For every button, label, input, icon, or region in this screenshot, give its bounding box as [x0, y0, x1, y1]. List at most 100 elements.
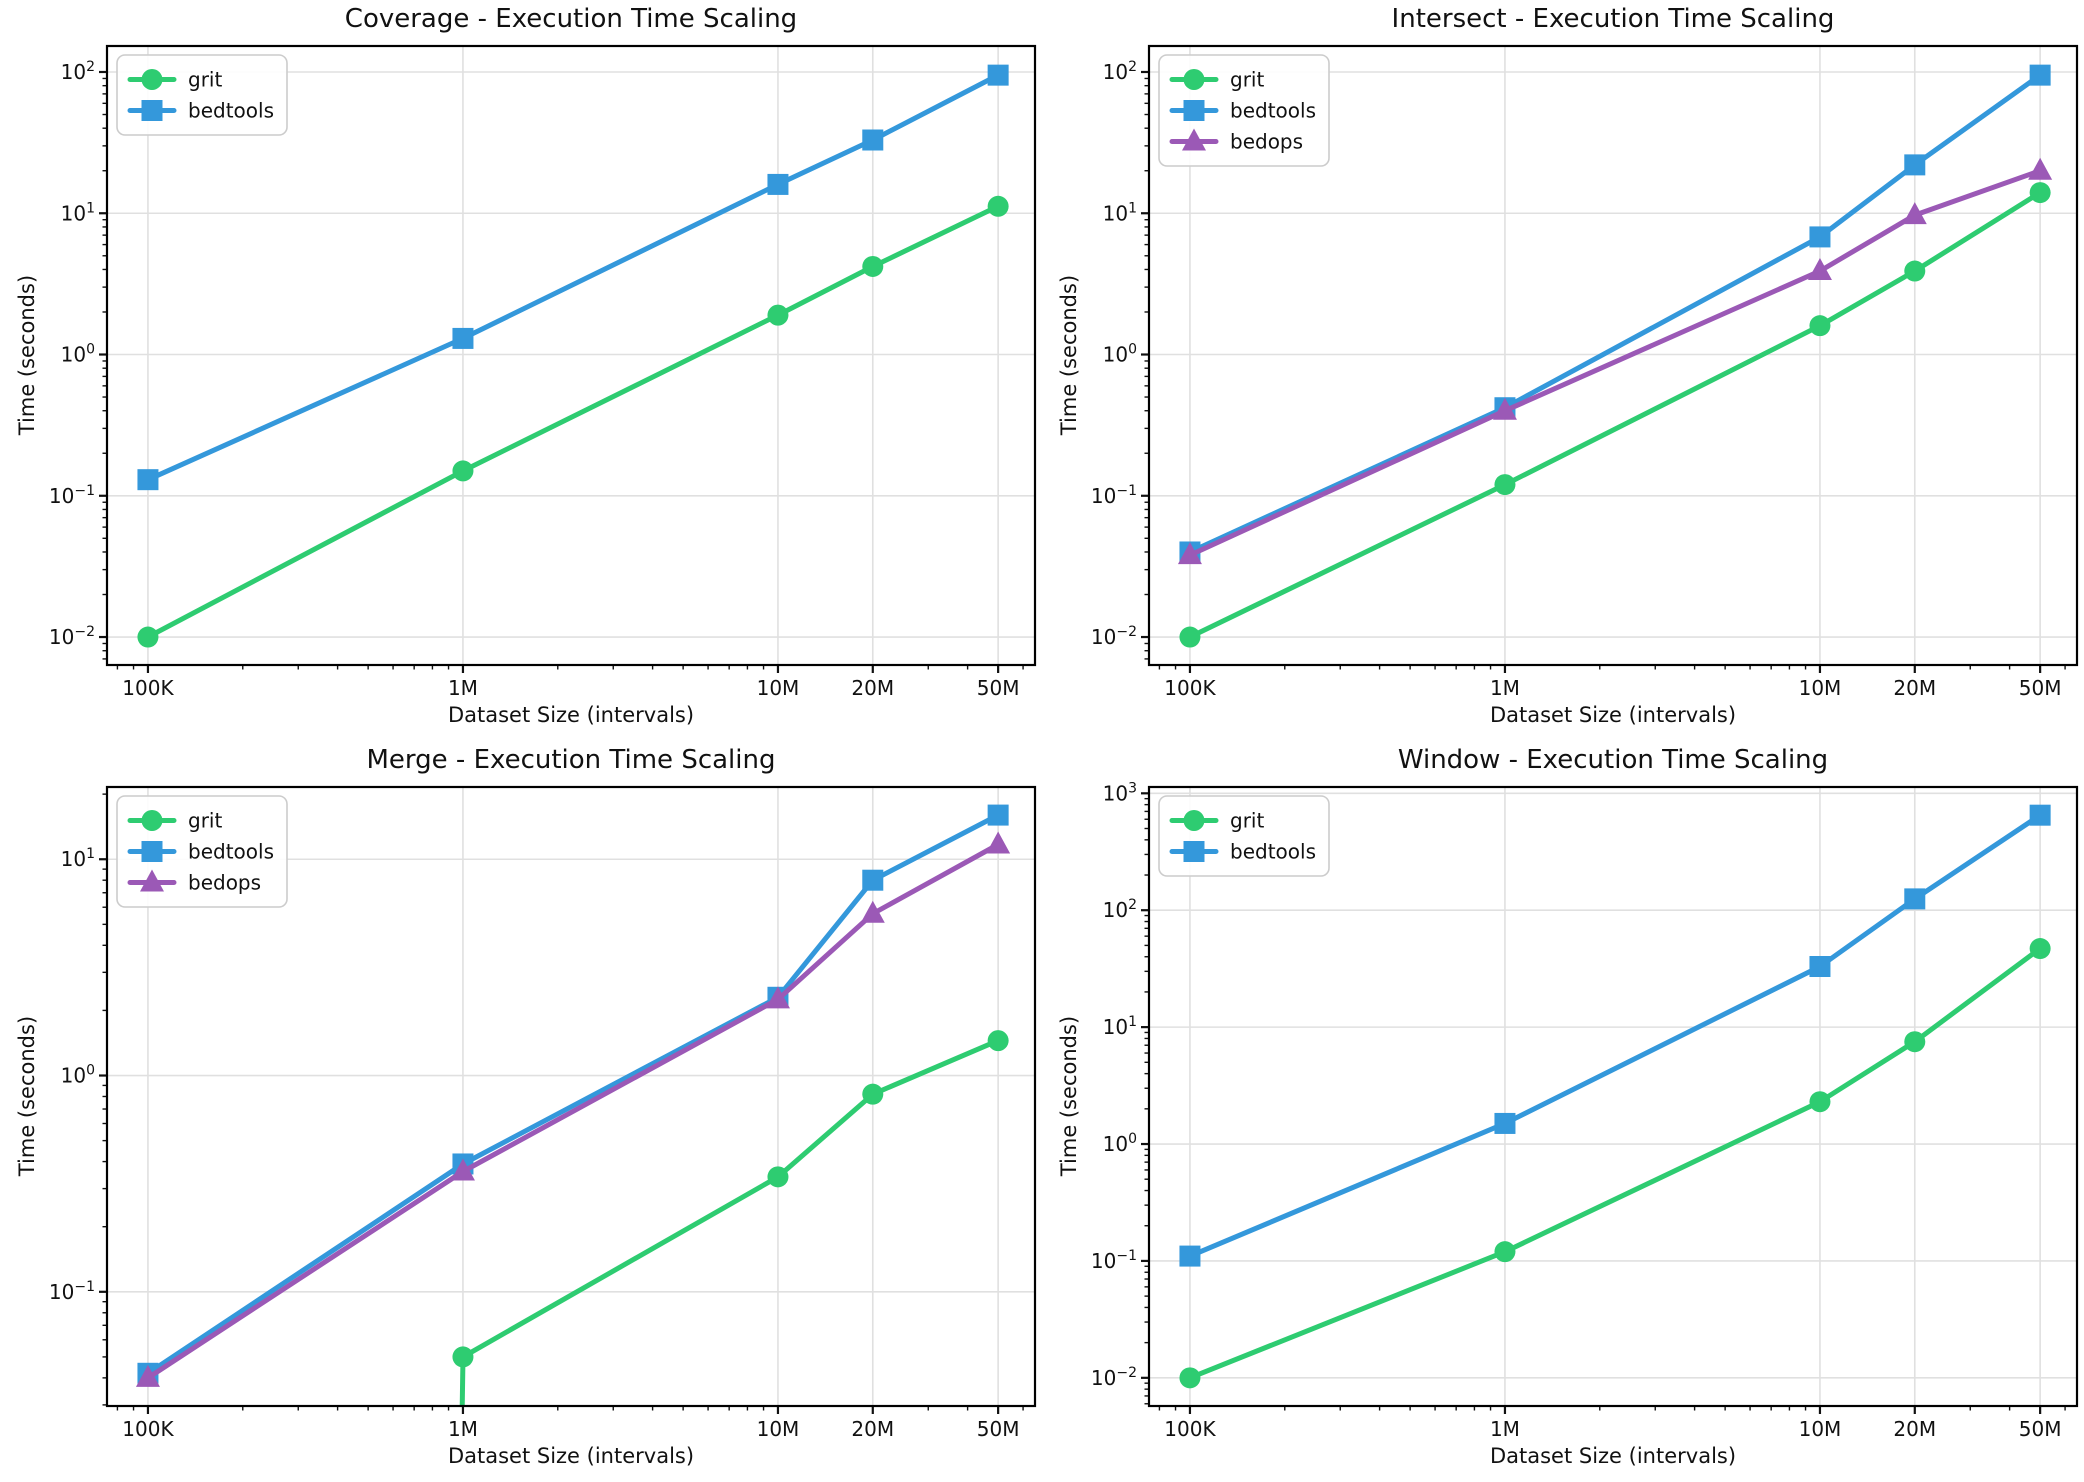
data-point-bedtools [987, 64, 1009, 86]
gridlines [1149, 787, 2077, 1406]
data-point-grit [452, 1346, 474, 1368]
series-grit [1179, 182, 2051, 648]
x-tick-label: 10M [757, 676, 800, 700]
legend-label-bedtools: bedtools [188, 99, 274, 123]
y-tick-label: 103 [1103, 780, 1137, 805]
legend: grit bedtools bedops [116, 795, 288, 908]
legend-marker-grit [141, 810, 163, 831]
legend-marker-bedtools [1183, 841, 1205, 862]
series-grit [452, 1030, 1009, 1406]
series-bedops [135, 831, 1011, 1387]
y-tick-label: 101 [1103, 200, 1137, 225]
chart-window: Window - Execution Time Scaling Time (se… [1042, 741, 2084, 1482]
y-tick-label: 10−1 [1091, 1248, 1137, 1273]
legend-marker-bedtools [1183, 100, 1205, 121]
y-tick-label: 10−1 [49, 1279, 95, 1304]
chart-title: Coverage - Execution Time Scaling [344, 4, 798, 34]
data-point-bedtools [1809, 226, 1831, 248]
y-tick-label: 10−1 [1091, 483, 1137, 508]
data-point-grit [452, 460, 474, 482]
y-tick-label: 10−1 [49, 483, 95, 508]
data-point-grit [1179, 1367, 1201, 1389]
data-point-grit [862, 1083, 884, 1105]
data-point-grit [1494, 474, 1516, 496]
x-tick-label: 100K [1164, 1417, 1216, 1441]
data-point-grit [987, 195, 1009, 217]
plot-background [107, 46, 1035, 665]
x-tick-label: 100K [122, 1417, 174, 1441]
chart-coverage: Coverage - Execution Time Scaling Time (… [0, 0, 1042, 741]
x-tick-label: 20M [1893, 1417, 1936, 1441]
y-tick-label: 100 [1103, 1131, 1137, 1156]
data-point-grit [987, 1030, 1009, 1052]
data-point-grit [137, 626, 159, 648]
y-tick-label: 100 [61, 1063, 95, 1088]
y-tick-label: 100 [1103, 342, 1137, 367]
data-point-bedtools [1904, 888, 1926, 910]
legend-label-bedtools: bedtools [1230, 99, 1316, 123]
y-tick-label: 10−2 [1091, 1365, 1137, 1390]
legend-marker-grit [1183, 69, 1205, 90]
data-point-bedops [135, 1364, 160, 1387]
legend: grit bedtools [1158, 795, 1330, 877]
data-point-grit [862, 255, 884, 277]
chart-title: Window - Execution Time Scaling [1397, 745, 1829, 775]
series-bedtools [1179, 804, 2051, 1267]
x-tick-label: 10M [1799, 1417, 1842, 1441]
data-point-grit [1809, 315, 1831, 337]
x-tick-label: 50M [977, 676, 1020, 700]
x-axis-label: Dataset Size (intervals) [1489, 703, 1737, 727]
data-point-grit [1494, 1241, 1516, 1263]
legend-marker-bedtools [141, 841, 163, 862]
x-tick-label: 50M [2019, 1417, 2062, 1441]
data-point-bedtools [2029, 804, 2051, 826]
x-tick-label: 1M [448, 676, 478, 700]
data-point-bedtools [1494, 1112, 1516, 1134]
data-point-grit [767, 304, 789, 326]
x-tick-label: 10M [757, 1417, 800, 1441]
chart-intersect: Intersect - Execution Time Scaling Time … [1042, 0, 2084, 741]
data-point-bedtools [767, 173, 789, 195]
plot-background [1149, 787, 2077, 1406]
data-point-bedops [1177, 542, 1202, 565]
y-tick-label: 10−2 [49, 624, 95, 649]
data-point-bedops [1492, 397, 1517, 420]
x-axis-label: Dataset Size (intervals) [447, 1444, 695, 1468]
legend-label-grit: grit [188, 68, 222, 92]
data-point-bedtools [452, 327, 474, 349]
x-tick-label: 1M [448, 1417, 478, 1441]
x-axis-label: Dataset Size (intervals) [447, 703, 695, 727]
legend-label-grit: grit [188, 809, 222, 833]
y-tick-label: 102 [1103, 59, 1137, 84]
legend-marker-grit [1183, 810, 1205, 831]
data-point-bedtools [1809, 956, 1831, 978]
axis-ticks [1141, 792, 2066, 1414]
legend-label-bedtools: bedtools [1230, 840, 1316, 864]
x-tick-label: 20M [851, 676, 894, 700]
data-point-bedtools [1179, 1245, 1201, 1267]
x-axis-label: Dataset Size (intervals) [1489, 1444, 1737, 1468]
data-point-bedtools [2029, 64, 2051, 86]
coverage-plot-area: 100K 1M 10M 20M 50M 10−2 10−1 100 101 102 grit bedt… [49, 44, 1037, 700]
data-point-bedops [765, 986, 790, 1009]
gridlines [107, 46, 1035, 665]
data-point-bedops [860, 900, 885, 923]
legend-label-bedops: bedops [1230, 130, 1303, 154]
intersect-plot-area: 100K 1M 10M 20M 50M 10−2 10−1 100 101 102 grit bedt… [1091, 44, 2079, 700]
legend-marker-bedops [140, 869, 164, 892]
x-tick-label: 20M [851, 1417, 894, 1441]
series-bedops [1177, 157, 2053, 565]
plot-frame [1147, 44, 2079, 667]
merge-plot-area: 100K 1M 10M 20M 50M 10−1 100 101 grit bedtools bed… [49, 785, 1037, 1441]
plot-frame [105, 785, 1037, 1408]
series-grit [1179, 938, 2051, 1389]
chart-title: Intersect - Execution Time Scaling [1391, 4, 1835, 34]
data-point-bedops [450, 1158, 475, 1181]
data-point-grit [1904, 1031, 1926, 1053]
y-tick-label: 100 [61, 342, 95, 367]
y-tick-label: 101 [1103, 1014, 1137, 1039]
data-point-bedtools [987, 804, 1009, 826]
data-point-bedops [2028, 157, 2053, 180]
data-point-bedtools [1904, 154, 1926, 176]
